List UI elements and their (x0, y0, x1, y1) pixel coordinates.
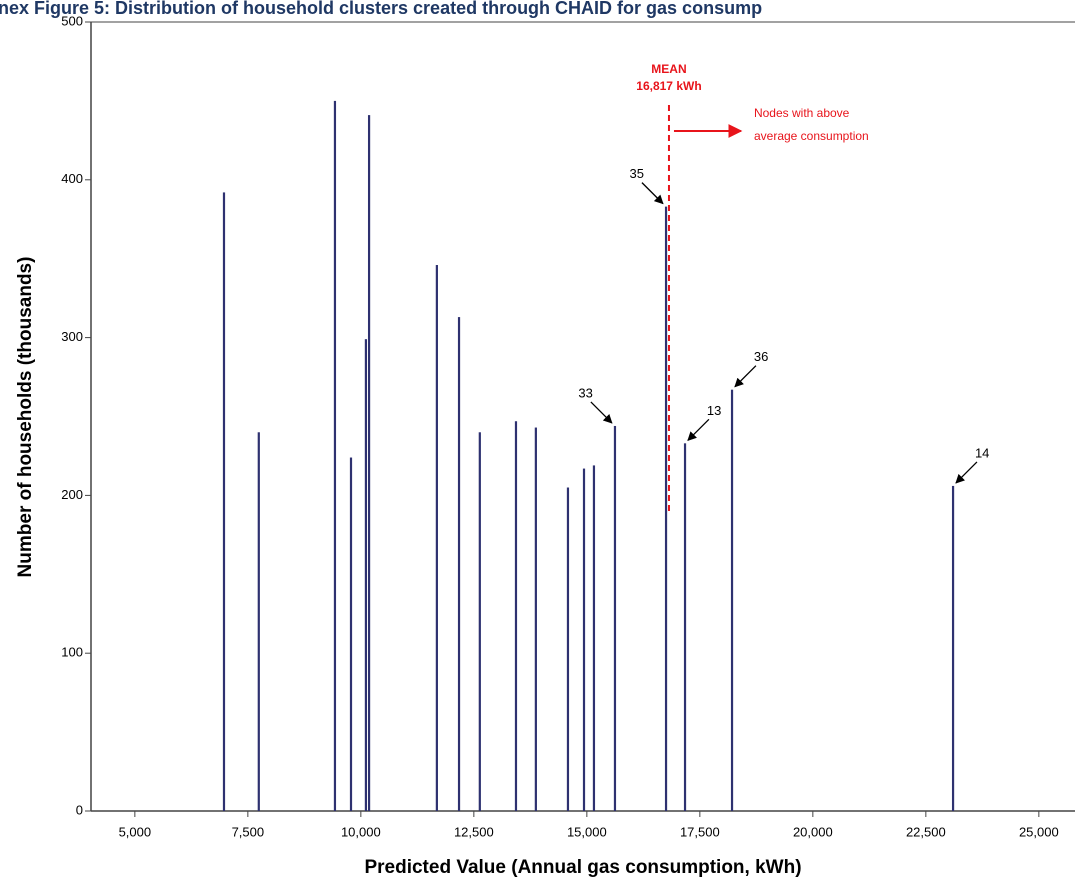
y-tick-label: 100 (61, 645, 83, 660)
label-arrow (590, 401, 613, 424)
node-label: 14 (975, 445, 989, 460)
chart-title: nex Figure 5: Distribution of household … (0, 0, 762, 18)
bar (333, 100, 337, 811)
mean-label: 16,817 kWh (636, 79, 701, 93)
bar (582, 468, 586, 811)
bar (457, 317, 461, 811)
x-tick-label: 20,000 (793, 824, 833, 839)
mean-title: MEAN (651, 62, 686, 76)
bar (683, 443, 687, 811)
bar (478, 432, 481, 811)
node-label: 36 (754, 349, 768, 364)
node-label: 35 (629, 166, 643, 181)
node-label: 33 (578, 385, 592, 400)
x-tick-label: 17,500 (680, 824, 720, 839)
bar (534, 427, 537, 811)
label-arrow (687, 418, 710, 441)
label-arrow (955, 461, 978, 484)
x-tick-label: 22,500 (906, 824, 946, 839)
x-tick-label: 12,500 (454, 824, 494, 839)
x-tick-label: 10,000 (341, 824, 381, 839)
bar (730, 389, 734, 811)
bar (257, 432, 260, 811)
x-tick-label: 5,000 (119, 824, 152, 839)
y-tick-label: 500 (61, 13, 83, 28)
mean-note: average consumption (754, 129, 869, 143)
label-arrow (734, 365, 757, 388)
bar (435, 265, 438, 812)
y-tick-label: 200 (61, 487, 83, 502)
bar (951, 485, 955, 811)
bar (592, 465, 596, 811)
bar (364, 339, 368, 811)
bar (349, 457, 353, 811)
bar (222, 192, 226, 811)
x-tick-label: 25,000 (1019, 824, 1059, 839)
y-tick-label: 300 (61, 329, 83, 344)
bar (367, 115, 371, 812)
x-axis-label: Predicted Value (Annual gas consumption,… (364, 857, 801, 878)
bar (613, 425, 617, 811)
y-tick-label: 0 (76, 802, 83, 817)
bar (664, 206, 668, 812)
x-tick-label: 7,500 (232, 824, 265, 839)
bar (514, 421, 518, 811)
label-arrow (641, 182, 664, 205)
x-tick-label: 15,000 (567, 824, 607, 839)
y-axis-label: Number of households (thousands) (15, 257, 36, 578)
mean-note: Nodes with above (754, 106, 850, 120)
node-label: 13 (707, 403, 721, 418)
bar (566, 487, 570, 811)
y-tick-label: 400 (61, 171, 83, 186)
